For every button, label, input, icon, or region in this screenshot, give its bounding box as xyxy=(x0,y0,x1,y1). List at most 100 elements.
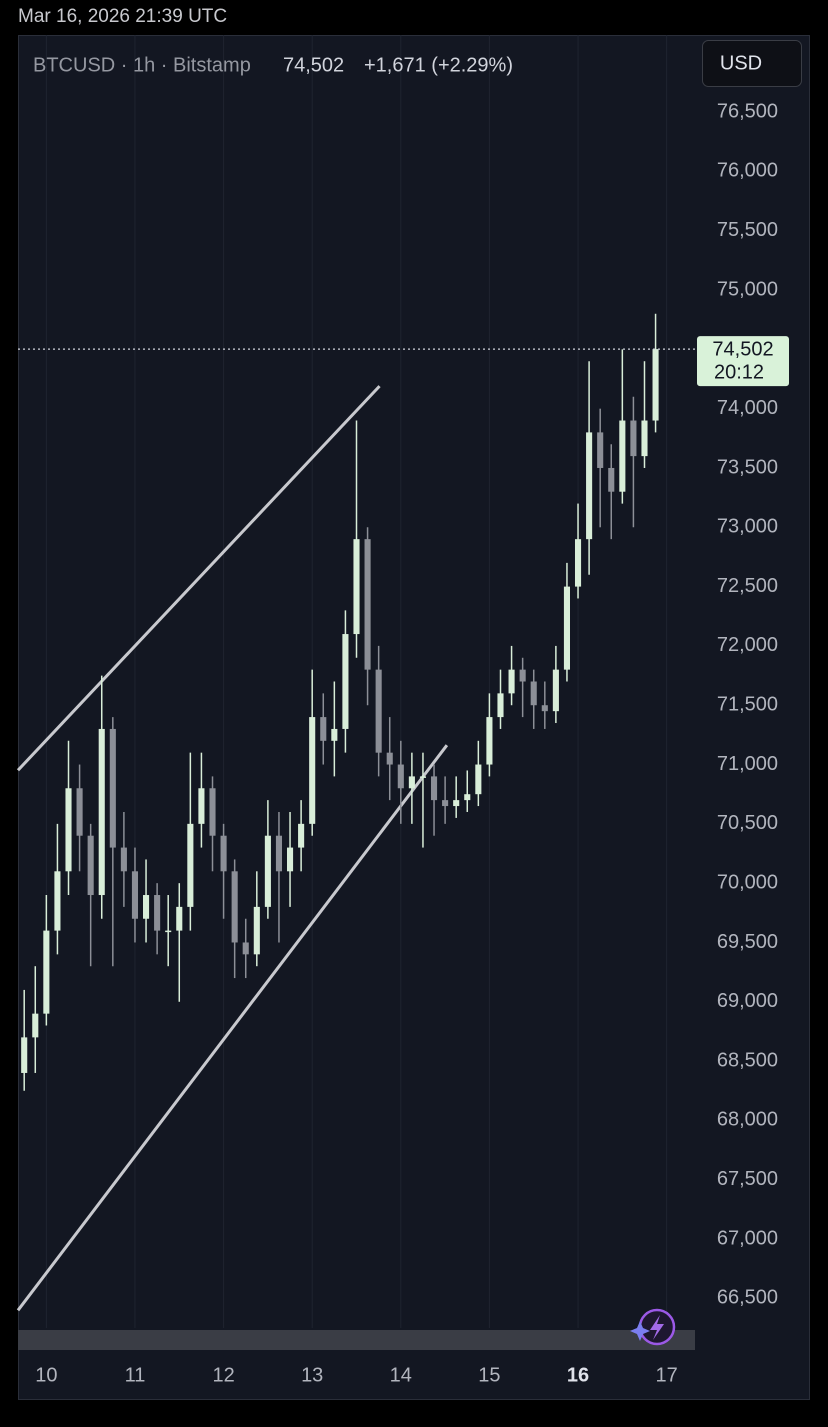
candle-body xyxy=(397,764,404,789)
candle-body xyxy=(76,788,83,836)
y-tick-label: 75,500 xyxy=(717,219,778,241)
candle-body xyxy=(87,835,94,896)
last-price-box xyxy=(697,336,789,387)
candle-body xyxy=(342,634,349,729)
plot xyxy=(16,313,697,1312)
candle-body xyxy=(43,930,50,1014)
bolt-icon xyxy=(650,1315,664,1340)
candle-body xyxy=(309,717,316,824)
candle-body xyxy=(253,906,260,955)
x-tick-label: 17 xyxy=(656,1364,678,1386)
y-tick-label: 70,000 xyxy=(717,871,778,893)
x-tick-label: 15 xyxy=(478,1364,500,1386)
candle-body xyxy=(154,895,161,931)
candle-body xyxy=(65,788,72,872)
y-tick-label: 71,000 xyxy=(717,753,778,775)
header-change: +1,671 (+2.29%) xyxy=(364,54,513,76)
y-tick-label: 73,000 xyxy=(717,516,778,538)
candle-body xyxy=(21,1037,28,1073)
scrollbar[interactable] xyxy=(18,1330,695,1350)
candle-body xyxy=(187,823,194,907)
candle-body xyxy=(298,823,305,848)
y-tick-label: 71,500 xyxy=(717,694,778,716)
candle-body xyxy=(375,669,382,753)
y-tick-label: 74,000 xyxy=(717,397,778,419)
candle-body xyxy=(331,728,338,741)
chart-panel xyxy=(18,35,810,1400)
x-tick-label: 11 xyxy=(125,1364,146,1386)
y-tick-label: 73,500 xyxy=(717,456,778,478)
x-tick-label: 16 xyxy=(567,1364,589,1386)
candle-body xyxy=(231,871,238,943)
candle-body xyxy=(464,794,471,801)
candle-body xyxy=(242,942,249,955)
candle-body xyxy=(597,432,604,468)
y-tick-label: 69,000 xyxy=(717,990,778,1012)
y-tick-label: 69,500 xyxy=(717,931,778,953)
candle-body xyxy=(453,800,460,807)
y-tick-label: 68,500 xyxy=(717,1049,778,1071)
last-price-label: 74,502 xyxy=(712,338,773,360)
candle-body xyxy=(586,432,593,540)
header-price: 74,502 xyxy=(283,54,344,76)
candle-body xyxy=(486,717,493,765)
candle-body xyxy=(519,669,526,682)
y-tick-label: 75,000 xyxy=(717,278,778,300)
y-tick-label: 76,000 xyxy=(717,160,778,182)
candle-body xyxy=(442,800,449,807)
candle-body xyxy=(209,788,216,836)
candle-body xyxy=(552,669,559,712)
x-tick-label: 14 xyxy=(390,1364,412,1386)
y-tick-label: 66,500 xyxy=(717,1287,778,1309)
x-tick-label: 12 xyxy=(212,1364,234,1386)
candle-body xyxy=(497,693,504,718)
trendline xyxy=(16,385,381,772)
y-tick-label: 76,500 xyxy=(717,100,778,122)
candle-body xyxy=(530,681,537,706)
candle-body xyxy=(264,835,271,907)
candle-body xyxy=(508,669,515,694)
candle-body xyxy=(619,420,626,492)
candle-body xyxy=(109,728,116,848)
trendline xyxy=(16,744,449,1312)
x-tick-label: 13 xyxy=(301,1364,323,1386)
candle-body xyxy=(32,1013,39,1038)
grid xyxy=(45,35,668,1328)
candle-body xyxy=(430,776,438,801)
candle-body xyxy=(275,835,283,872)
candle-body xyxy=(54,871,61,931)
candle-body xyxy=(142,895,150,919)
candle-body xyxy=(120,847,127,872)
currency-button[interactable] xyxy=(702,40,802,87)
candle-body xyxy=(364,539,371,670)
timestamp: Mar 16, 2026 21:39 UTC xyxy=(18,6,227,27)
candle-body xyxy=(630,420,637,457)
y-tick-label: 70,500 xyxy=(717,812,778,834)
candle-body xyxy=(386,752,393,765)
candle-body xyxy=(165,930,172,933)
candle-body xyxy=(419,776,427,778)
candle-body xyxy=(98,728,105,896)
candle-body xyxy=(353,539,360,635)
candle-body xyxy=(652,349,659,421)
symbol: BTCUSD · 1h · Bitstamp xyxy=(33,54,251,76)
y-tick-label: 67,000 xyxy=(717,1227,778,1249)
x-tick-label: 10 xyxy=(35,1364,57,1386)
candle-body xyxy=(475,764,482,795)
candle-body xyxy=(408,776,415,789)
candle-body xyxy=(131,871,139,919)
candle-body xyxy=(220,835,227,872)
candle-body xyxy=(176,906,183,931)
candle-body xyxy=(286,847,294,872)
y-tick-label: 68,000 xyxy=(717,1109,778,1131)
candle-body xyxy=(608,467,615,492)
sparkle-icon xyxy=(630,1321,650,1341)
candle-body xyxy=(563,586,571,670)
y-tick-label: 67,500 xyxy=(717,1168,778,1190)
candle-body xyxy=(541,705,548,712)
countdown: 20:12 xyxy=(714,361,764,383)
y-tick-label: 72,000 xyxy=(717,634,778,656)
currency[interactable]: USD xyxy=(720,52,762,74)
candle-body xyxy=(574,539,582,587)
